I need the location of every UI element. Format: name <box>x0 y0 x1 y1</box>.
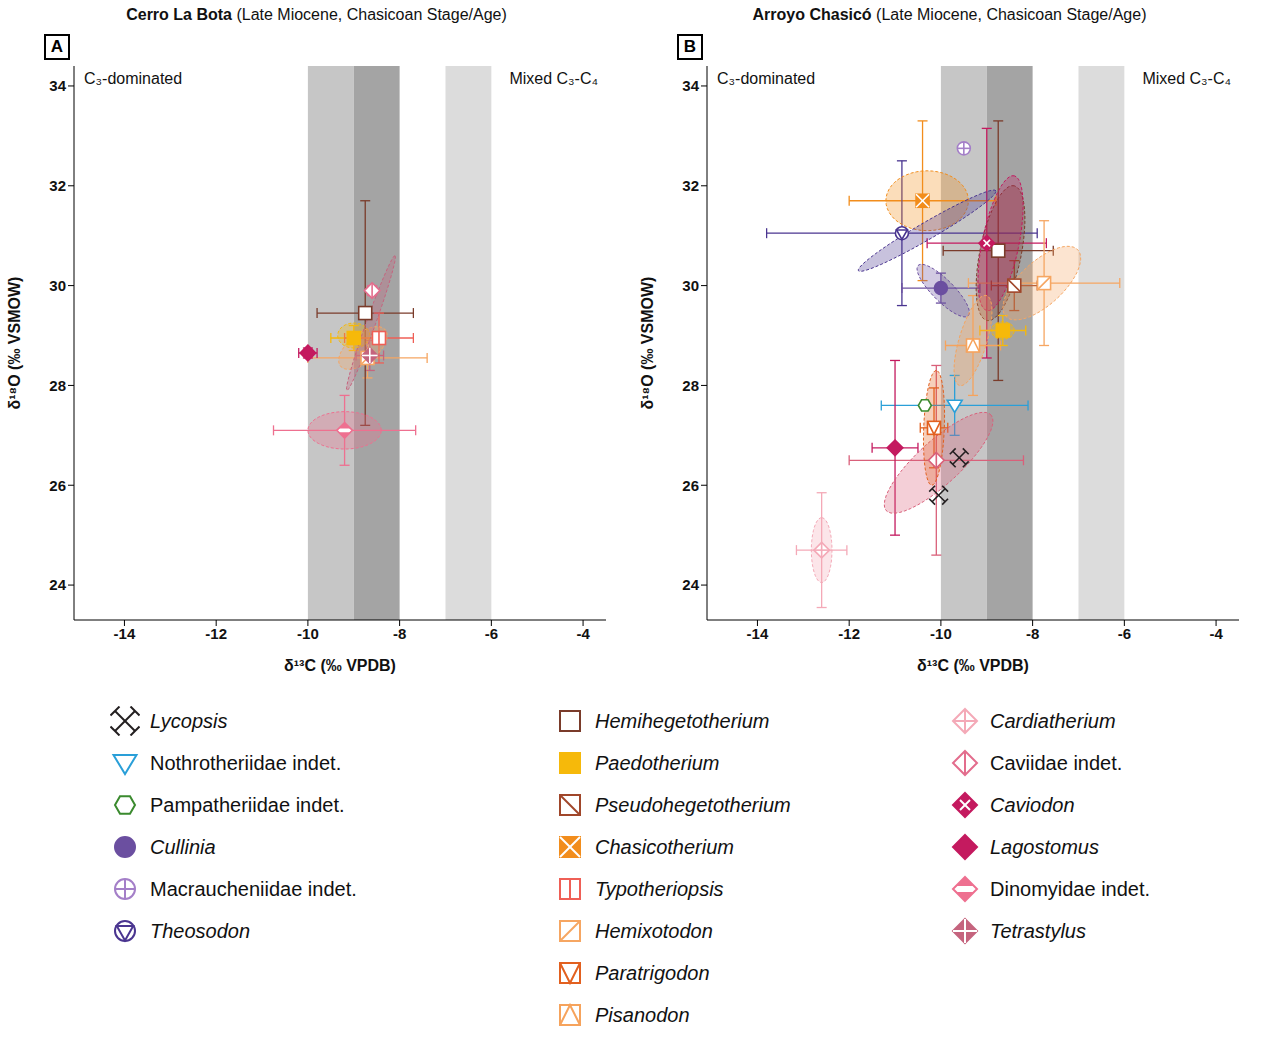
html-text:Caviidae indet.: Caviidae indet. <box>990 751 1123 774</box>
html-text:Lycopsis: Lycopsis <box>150 709 228 732</box>
svg-text:-8: -8 <box>393 625 406 642</box>
html-text:Paratrigodon: Paratrigodon <box>595 961 710 984</box>
svg-text:34: 34 <box>49 77 66 94</box>
html-text:Macraucheniidae indet.: Macraucheniidae indet. <box>150 877 357 900</box>
svg-text:-10: -10 <box>297 625 319 642</box>
html-text:Pisanodon: Pisanodon <box>595 1003 690 1026</box>
html-text:Cardiatherium: Cardiatherium <box>990 709 1116 732</box>
html-text:Dinomyidae indet.: Dinomyidae indet. <box>990 877 1151 900</box>
svg-text:-14: -14 <box>747 625 769 642</box>
svg-text:-12: -12 <box>205 625 227 642</box>
html-text:A: A <box>50 37 64 56</box>
svg-text:32: 32 <box>682 177 699 194</box>
svg-text:δ¹³C (‰ VPDB): δ¹³C (‰ VPDB) <box>917 657 1029 674</box>
html-text:Caviodon: Caviodon <box>990 793 1075 816</box>
svg-text:-12: -12 <box>838 625 860 642</box>
svg-text:24: 24 <box>49 576 66 593</box>
svg-text:-14: -14 <box>114 625 136 642</box>
html-text:B: B <box>683 37 697 56</box>
svg-text:δ¹⁸O (‰ VSMOW): δ¹⁸O (‰ VSMOW) <box>639 277 656 410</box>
svg-text:-8: -8 <box>1026 625 1039 642</box>
html-text:Cullinia: Cullinia <box>150 835 216 858</box>
svg-text:28: 28 <box>49 377 66 394</box>
html-text:Pseudohegetotherium: Pseudohegetotherium <box>595 793 791 816</box>
svg-text:26: 26 <box>682 477 699 494</box>
html-text:Pampatheriidae indet.: Pampatheriidae indet. <box>150 793 345 816</box>
svg-text:-6: -6 <box>485 625 498 642</box>
html-text:Typotheriopsis: Typotheriopsis <box>595 877 724 900</box>
svg-text:δ¹³C (‰ VPDB): δ¹³C (‰ VPDB) <box>284 657 396 674</box>
html-text:Mixed C₃-C₄: Mixed C₃-C₄ <box>509 70 598 87</box>
svg-text:-10: -10 <box>930 625 952 642</box>
html-text:Nothrotheriidae indet.: Nothrotheriidae indet. <box>150 751 342 774</box>
html-text:C₃-dominated: C₃-dominated <box>84 70 183 87</box>
svg-text:30: 30 <box>682 277 699 294</box>
html-text:Mixed C₃-C₄: Mixed C₃-C₄ <box>1142 70 1231 87</box>
html-text:Arroyo Chasicó (Late Miocene,: Arroyo Chasicó (Late Miocene, Chasicoan … <box>752 6 1147 23</box>
svg-text:-6: -6 <box>1118 625 1131 642</box>
html-text:C₃-dominated: C₃-dominated <box>717 70 816 87</box>
svg-text:34: 34 <box>682 77 699 94</box>
html-text:Hemixotodon: Hemixotodon <box>595 919 713 942</box>
html-text:Hemihegetotherium: Hemihegetotherium <box>595 709 770 732</box>
html-text:Tetrastylus: Tetrastylus <box>990 919 1086 942</box>
svg-text:-4: -4 <box>576 625 590 642</box>
svg-text:32: 32 <box>49 177 66 194</box>
svg-text:24: 24 <box>682 576 699 593</box>
html-text:Paedotherium: Paedotherium <box>595 751 720 774</box>
svg-text:δ¹⁸O (‰ VSMOW): δ¹⁸O (‰ VSMOW) <box>6 277 23 410</box>
html-text:Theosodon: Theosodon <box>150 919 251 942</box>
html-text:Chasicotherium: Chasicotherium <box>595 835 734 858</box>
html-text:Lagostomus: Lagostomus <box>990 835 1099 858</box>
svg-text:28: 28 <box>682 377 699 394</box>
svg-text:-4: -4 <box>1209 625 1223 642</box>
html-text:Cerro La Bota (Late Miocene, C: Cerro La Bota (Late Miocene, Chasicoan S… <box>126 6 507 23</box>
svg-text:26: 26 <box>49 477 66 494</box>
svg-text:30: 30 <box>49 277 66 294</box>
